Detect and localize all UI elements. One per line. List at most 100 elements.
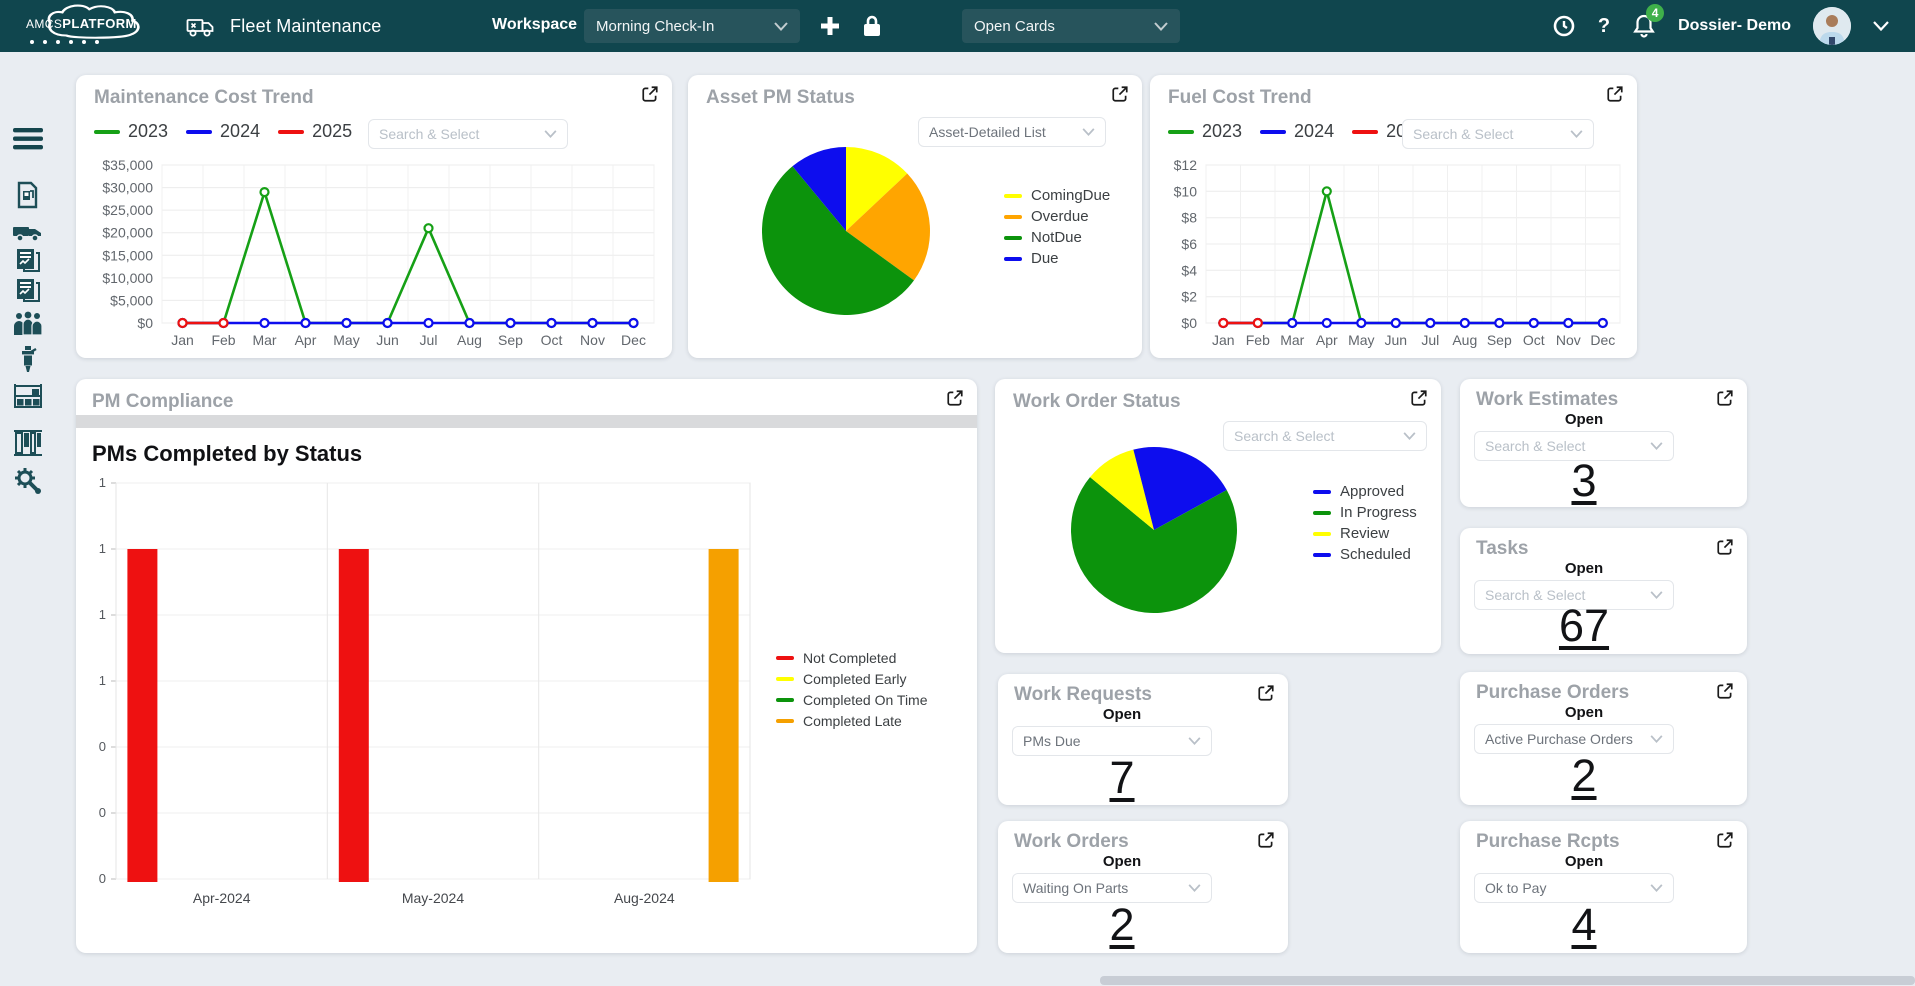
purchase-orders-count-link[interactable]: 2 (1474, 752, 1694, 799)
asset-pm-view-select[interactable]: Asset-Detailed List (918, 117, 1106, 147)
data-point-marker (1530, 319, 1538, 327)
svg-text:1: 1 (99, 673, 106, 688)
notification-badge: 4 (1646, 4, 1664, 22)
chart-legend: ApprovedIn ProgressReviewScheduled (1313, 481, 1417, 565)
svg-text:$15,000: $15,000 (102, 247, 153, 263)
legend-label: 2023 (1202, 121, 1242, 142)
svg-text:$30,000: $30,000 (102, 180, 153, 196)
left-sidebar (0, 52, 56, 986)
legend-swatch (94, 130, 120, 134)
amcs-platform-logo[interactable]: AMCSPLATFORM (14, 2, 144, 50)
svg-text:Dec: Dec (621, 332, 646, 348)
data-point-marker (630, 319, 638, 327)
work-order-status-filter-select[interactable]: Search & Select (1223, 421, 1427, 451)
expand-card-button[interactable] (1110, 85, 1130, 105)
legend-label: Due (1031, 250, 1059, 267)
expand-card-button[interactable] (1256, 684, 1276, 704)
expand-card-button[interactable] (945, 389, 965, 409)
expand-card-button[interactable] (1409, 389, 1429, 409)
lock-workspace-button[interactable] (862, 0, 882, 52)
svg-text:1: 1 (99, 541, 106, 556)
expand-card-button[interactable] (640, 85, 660, 105)
sidebar-item-fuel-usage[interactable] (13, 180, 43, 210)
legend-swatch (1313, 532, 1331, 536)
legend-item: NotDue (1004, 227, 1110, 248)
workspace-select[interactable]: Morning Check-In (584, 9, 800, 43)
legend-swatch (1352, 130, 1378, 134)
chevron-down-icon (1188, 737, 1201, 745)
svg-text:Aug: Aug (1452, 332, 1477, 348)
open-in-new-icon (1716, 538, 1734, 556)
svg-text:0: 0 (99, 805, 106, 820)
asset-pm-status-card: Asset PM Status Asset-Detailed List Comi… (688, 75, 1142, 358)
open-cards-select[interactable]: Open Cards (962, 9, 1180, 43)
legend-label: Completed Early (803, 671, 907, 687)
bar (709, 549, 739, 882)
maintenance-cost-trend-card: Maintenance Cost Trend 202320242025 Sear… (76, 75, 672, 358)
legend-label: Completed On Time (803, 692, 928, 708)
expand-card-button[interactable] (1605, 85, 1625, 105)
card-title: Maintenance Cost Trend (94, 87, 314, 109)
recent-activity-button[interactable] (1552, 14, 1576, 38)
legend-label: Completed Late (803, 713, 902, 729)
open-in-new-icon (1716, 682, 1734, 700)
expand-card-button[interactable] (1715, 682, 1735, 702)
expand-card-button[interactable] (1256, 831, 1276, 851)
purchase-rcpts-count-link[interactable]: 4 (1474, 901, 1694, 948)
svg-text:Sep: Sep (498, 332, 523, 348)
svg-text:Jul: Jul (420, 332, 438, 348)
select-placeholder: Search & Select (379, 126, 479, 142)
legend-item: Overdue (1004, 206, 1110, 227)
svg-text:$35,000: $35,000 (102, 157, 153, 173)
report-document-icon (14, 247, 42, 275)
gear-wrench-icon (14, 467, 42, 495)
help-button[interactable]: ? (1598, 15, 1610, 38)
data-point-marker (1357, 319, 1365, 327)
legend-swatch (1004, 236, 1022, 240)
work-orders-count-link[interactable]: 2 (1012, 901, 1232, 948)
chart-svg (1071, 447, 1237, 613)
work-estimates-count-link[interactable]: 3 (1474, 457, 1694, 504)
avatar-photo (1813, 7, 1851, 45)
horizontal-scrollbar[interactable] (76, 415, 977, 428)
tasks-card: Tasks Open Search & Select 67 (1460, 528, 1747, 654)
sidebar-item-work-order-reports[interactable] (13, 246, 43, 276)
data-point-marker (1254, 319, 1262, 327)
maintenance-filter-select[interactable]: Search & Select (368, 119, 568, 149)
svg-text:Oct: Oct (541, 332, 563, 348)
expand-card-button[interactable] (1715, 538, 1735, 558)
svg-text:$5,000: $5,000 (110, 292, 153, 308)
user-avatar[interactable] (1813, 7, 1851, 45)
expand-card-button[interactable] (1715, 389, 1735, 409)
expand-card-button[interactable] (1715, 831, 1735, 851)
svg-text:$0: $0 (137, 315, 153, 331)
status-label: Open (1474, 853, 1694, 870)
sidebar-item-parts[interactable] (13, 344, 43, 374)
add-workspace-button[interactable] (818, 0, 842, 52)
tasks-count-link[interactable]: 67 (1474, 602, 1694, 649)
status-label: Open (1012, 706, 1232, 723)
notifications-button[interactable]: 4 (1632, 13, 1656, 39)
sidebar-item-personnel[interactable] (13, 309, 43, 339)
shelving-icon (13, 430, 43, 456)
sidebar-item-inventory-rack[interactable] (13, 381, 43, 411)
work-requests-count-link[interactable]: 7 (1012, 754, 1232, 801)
sidebar-item-service-settings[interactable] (13, 466, 43, 496)
sidebar-item-vehicles[interactable] (13, 218, 43, 248)
sidebar-item-menu[interactable] (13, 124, 43, 154)
sidebar-item-repair-reports[interactable] (13, 276, 43, 306)
page-horizontal-scrollbar[interactable] (1100, 976, 1915, 985)
sidebar-item-warehouse-shelves[interactable] (13, 428, 43, 458)
status-label: Open (1474, 560, 1694, 577)
fuel-filter-select[interactable]: Search & Select (1402, 119, 1594, 149)
user-menu-button[interactable] (1873, 21, 1889, 31)
svg-text:$0: $0 (1181, 315, 1197, 331)
lock-icon (862, 14, 882, 38)
chart-svg: 1111000Apr-2024May-2024Aug-2024 (88, 477, 764, 925)
legend-item: Approved (1313, 481, 1417, 502)
chart-legend: 202320242025 (1168, 121, 1426, 142)
select-value: PMs Due (1023, 733, 1081, 749)
workspace-select-value: Morning Check-In (596, 18, 714, 35)
legend-label: Approved (1340, 483, 1404, 500)
brand-text: AMCSPLATFORM (26, 16, 137, 31)
